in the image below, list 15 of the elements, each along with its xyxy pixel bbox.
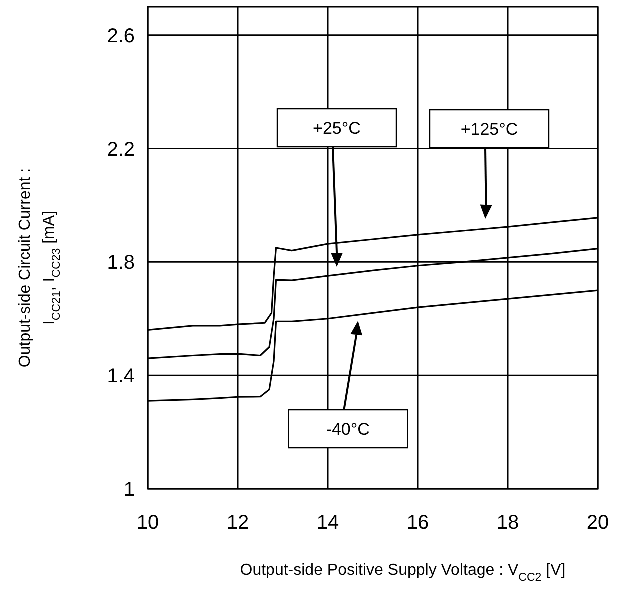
x-tick-label: 18 [496, 512, 520, 534]
text: +125°C [460, 120, 518, 140]
y-tick-label: 1 [124, 479, 135, 501]
x-axis-title: Output-side Positive Supply Voltage : V$_{CC2}$ [V] [240, 562, 566, 584]
x-tick-label: 20 [586, 512, 610, 534]
x-tick-label: 12 [226, 512, 250, 534]
text: +25°C [313, 118, 361, 138]
y-tick-label: 1.8 [107, 252, 135, 274]
text: -40°C [326, 420, 370, 440]
y-tick-label: 2.2 [107, 138, 135, 161]
y-tick-label: 1.4 [107, 366, 135, 388]
y-tick-label: 2.6 [107, 25, 135, 48]
x-tick-label: 10 [136, 512, 160, 534]
x-tick-label: 14 [316, 512, 340, 534]
x-tick-label: 16 [406, 512, 430, 534]
